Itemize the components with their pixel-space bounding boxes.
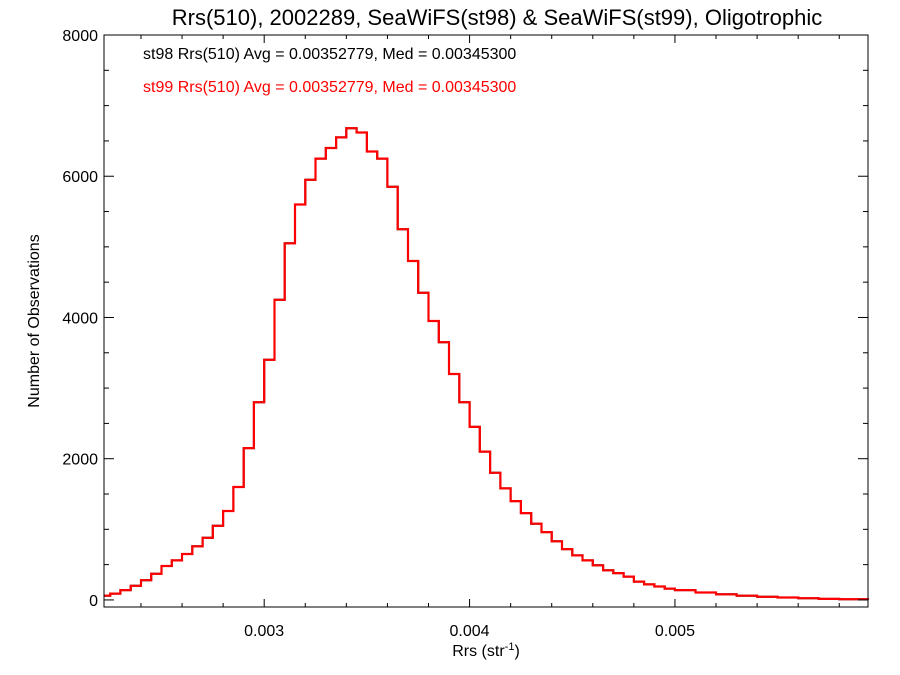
chart-title: Rrs(510), 2002289, SeaWiFS(st98) & SeaWi… xyxy=(172,5,822,30)
x-tick-label: 0.003 xyxy=(244,623,284,640)
legend-entry-st99: st99 Rrs(510) Avg = 0.00352779, Med = 0.… xyxy=(143,79,516,96)
plot-frame xyxy=(103,34,869,608)
y-tick-label: 2000 xyxy=(62,452,98,469)
x-axis-title: Rrs (str-1) xyxy=(452,641,520,660)
series-line-st98 xyxy=(104,127,869,601)
legend-entry-st98: st98 Rrs(510) Avg = 0.00352779, Med = 0.… xyxy=(143,46,516,63)
x-tick-label: 0.004 xyxy=(450,623,490,640)
y-tick-label: 4000 xyxy=(62,310,98,327)
y-axis: 0 2000 4000 6000 8000 xyxy=(62,28,868,610)
y-tick-label: 0 xyxy=(89,593,98,610)
series-layer xyxy=(104,127,870,601)
y-axis-title: Number of Observations xyxy=(26,234,43,407)
series-line-st99 xyxy=(104,127,870,601)
y-tick-label: 6000 xyxy=(62,169,98,186)
y-tick-label: 8000 xyxy=(62,28,98,45)
x-axis: 0.003 0.004 0.005 xyxy=(140,35,840,640)
x-tick-label: 0.005 xyxy=(655,623,695,640)
